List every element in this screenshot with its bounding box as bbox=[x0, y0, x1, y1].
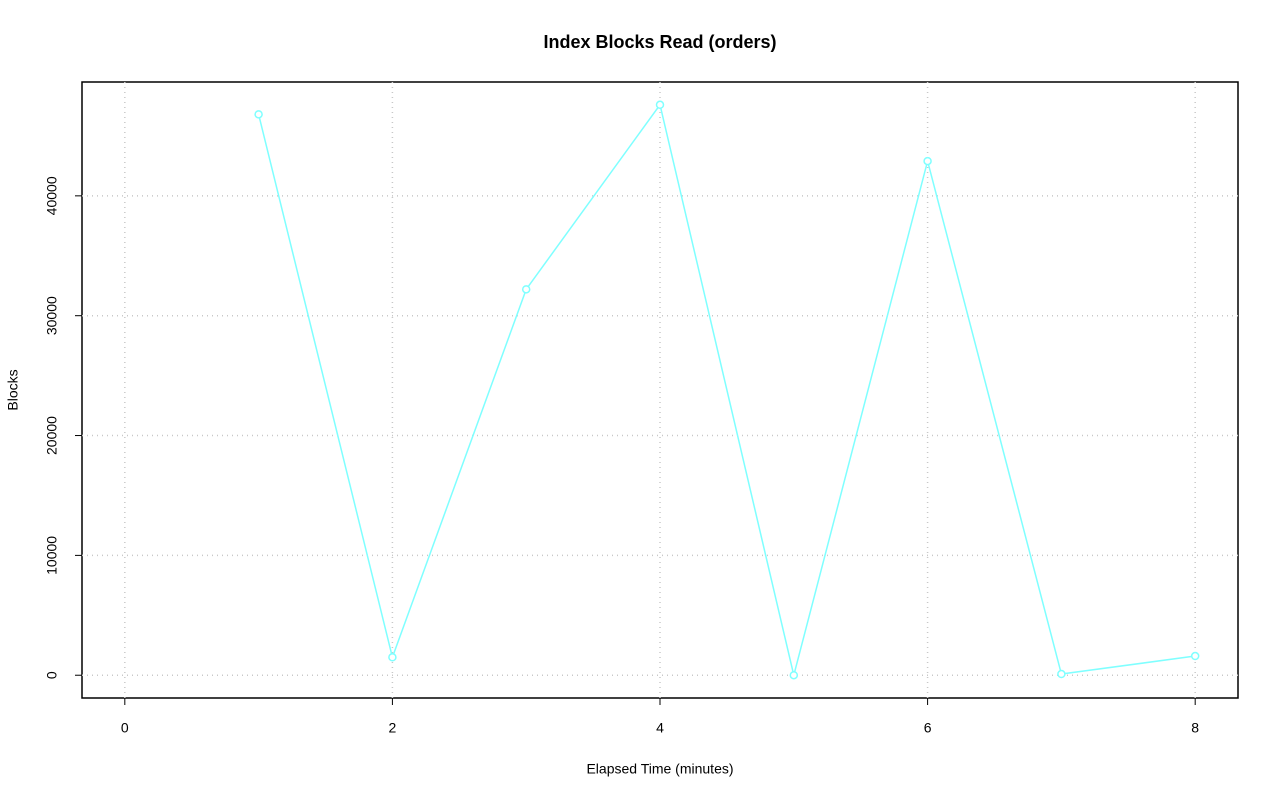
x-tick-label: 2 bbox=[389, 720, 397, 736]
x-tick-label: 8 bbox=[1191, 720, 1199, 736]
y-tick-label: 40000 bbox=[44, 176, 60, 215]
point bbox=[521, 285, 531, 294]
point bbox=[388, 653, 397, 662]
x-tick-label: 6 bbox=[924, 720, 932, 736]
point bbox=[923, 156, 932, 166]
point bbox=[254, 110, 263, 119]
x-axis-title: Elapsed Time (minutes) bbox=[586, 761, 733, 777]
x-tick-label: 0 bbox=[121, 720, 129, 736]
y-tick-label: 30000 bbox=[44, 296, 60, 335]
y-axis-title: Blocks bbox=[5, 369, 21, 410]
point bbox=[789, 670, 799, 680]
line bbox=[257, 103, 1196, 676]
point bbox=[655, 100, 665, 110]
y-tick-label: 10000 bbox=[44, 536, 60, 575]
point bbox=[1190, 651, 1200, 661]
x-tick-label: 4 bbox=[656, 720, 664, 736]
chart-title: Index Blocks Read (orders) bbox=[543, 32, 776, 52]
y-tick-label: 20000 bbox=[44, 416, 60, 455]
y-tick-label: 0 bbox=[44, 671, 60, 679]
point bbox=[1057, 669, 1066, 679]
plot-frame bbox=[81, 81, 1239, 699]
